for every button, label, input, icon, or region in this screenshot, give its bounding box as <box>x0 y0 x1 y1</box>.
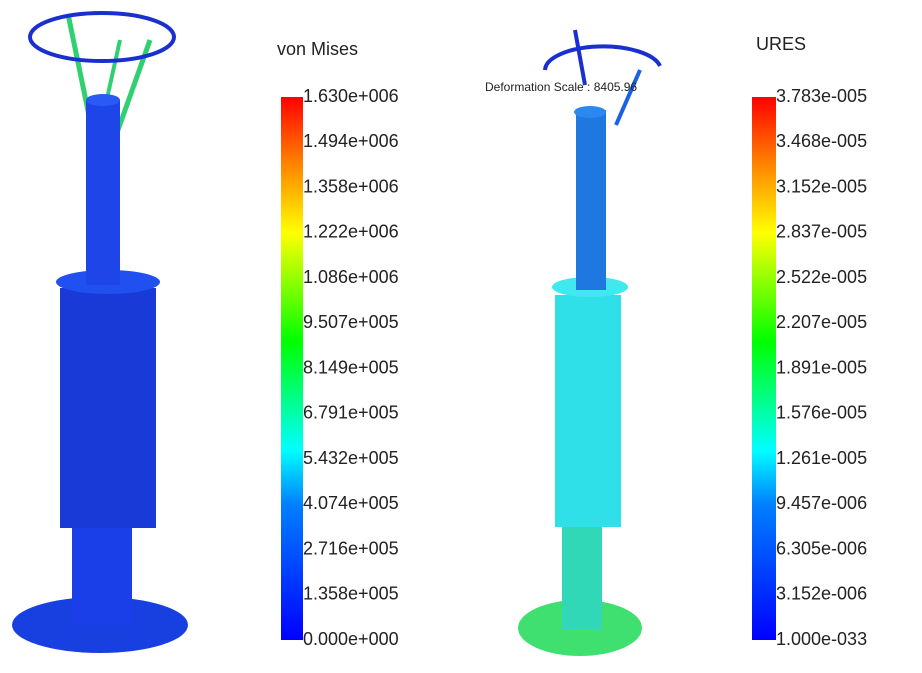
legend-label: 1.358e+005 <box>303 584 399 604</box>
legend-label: 1.891e-005 <box>776 357 867 377</box>
legend-label: 2.837e-005 <box>776 222 867 242</box>
legend-label: 1.630e+006 <box>303 86 399 106</box>
legend-label: 2.207e-005 <box>776 312 867 332</box>
legend-label: 3.152e-006 <box>776 584 867 604</box>
annotation: Deformation Scale : 8405.96 <box>485 80 637 94</box>
legend-label: 3.152e-005 <box>776 176 867 196</box>
legend-label: 1.086e+006 <box>303 267 399 287</box>
legend-label: 1.222e+006 <box>303 222 399 242</box>
legend-label: 2.522e-005 <box>776 267 867 287</box>
stress-model <box>12 13 188 653</box>
legend-label: 2.716e+005 <box>303 538 399 558</box>
legend-label: 8.149e+005 <box>303 357 399 377</box>
colorbar <box>281 97 303 640</box>
legend-label: 3.783e-005 <box>776 86 867 106</box>
legend-label: 1.576e-005 <box>776 403 867 423</box>
legend-label: 0.000e+000 <box>303 629 399 649</box>
legend-label: 1.358e+006 <box>303 176 399 196</box>
fea-results: von Mises Deformation Scale : 8405.96 UR… <box>0 0 922 673</box>
legend-label: 4.074e+005 <box>303 493 399 513</box>
displacement-model <box>518 30 660 656</box>
legend-label: 1.000e-033 <box>776 629 867 649</box>
legend-label: 9.457e-006 <box>776 493 867 513</box>
legend-label: 1.261e-005 <box>776 448 867 468</box>
legend-label: 1.494e+006 <box>303 131 399 151</box>
colorbar <box>752 97 776 640</box>
legend-label: 6.305e-006 <box>776 538 867 558</box>
legend-label: 9.507e+005 <box>303 312 399 332</box>
legend-title: von Mises <box>277 39 358 59</box>
legend-label: 6.791e+005 <box>303 403 399 423</box>
legend-label: 5.432e+005 <box>303 448 399 468</box>
legend-title: URES <box>756 34 806 54</box>
legend-label: 3.468e-005 <box>776 131 867 151</box>
